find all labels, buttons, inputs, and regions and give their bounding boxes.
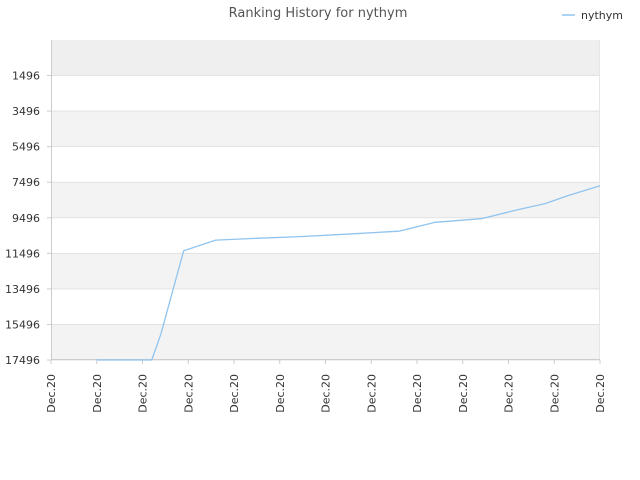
y-tick-label: 5496: [12, 141, 40, 154]
x-tick-label: Dec.20: [594, 374, 607, 413]
background-band: [51, 40, 600, 76]
background-band: [51, 146, 600, 183]
x-tick-label: Dec.20: [274, 374, 287, 413]
y-tick-labels: 1496 3496 5496 7496 9496 11496 13496 15496 17496: [5, 70, 51, 367]
x-tick-label: Dec.20: [411, 374, 424, 413]
background-band: [51, 324, 600, 360]
x-tick-label: Dec.20: [228, 374, 241, 413]
background-band: [51, 288, 600, 325]
x-tick-label: Dec.20: [548, 374, 561, 413]
x-tick-label: Dec.20: [457, 374, 470, 413]
x-tick-label: Dec.20: [182, 374, 195, 413]
y-tick-label: 11496: [5, 247, 40, 260]
x-tick-label: Dec.20: [137, 374, 150, 413]
series-layer: [96, 185, 601, 361]
y-tick-label: 13496: [5, 283, 40, 296]
y-tick-label: 3496: [12, 105, 40, 118]
background-band: [51, 75, 600, 112]
x-tick-label: Dec.20: [91, 374, 104, 413]
series-line-nythym: [96, 185, 601, 361]
background-band: [51, 111, 600, 147]
chart-title: Ranking History for nythym: [229, 6, 408, 21]
y-tick-label: 15496: [5, 318, 40, 331]
legend: nythym: [562, 9, 623, 22]
x-tick-label: Dec.20: [365, 374, 378, 413]
x-tick-label: Dec.20: [320, 374, 333, 413]
x-tick-label: Dec.20: [503, 374, 516, 413]
background-band: [51, 253, 600, 289]
background-band: [51, 182, 600, 218]
x-tick-labels: Dec.20 Dec.20 Dec.20 Dec.20 Dec.20 Dec.20 Dec.…: [45, 360, 607, 413]
y-tick-label: 1496: [12, 70, 40, 83]
y-tick-label: 9496: [12, 212, 40, 225]
legend-label: nythym: [581, 9, 623, 22]
background-bands: [51, 40, 600, 360]
x-tick-label: Dec.20: [45, 374, 58, 413]
y-tick-label: 17496: [5, 354, 40, 367]
y-tick-label: 7496: [12, 176, 40, 189]
